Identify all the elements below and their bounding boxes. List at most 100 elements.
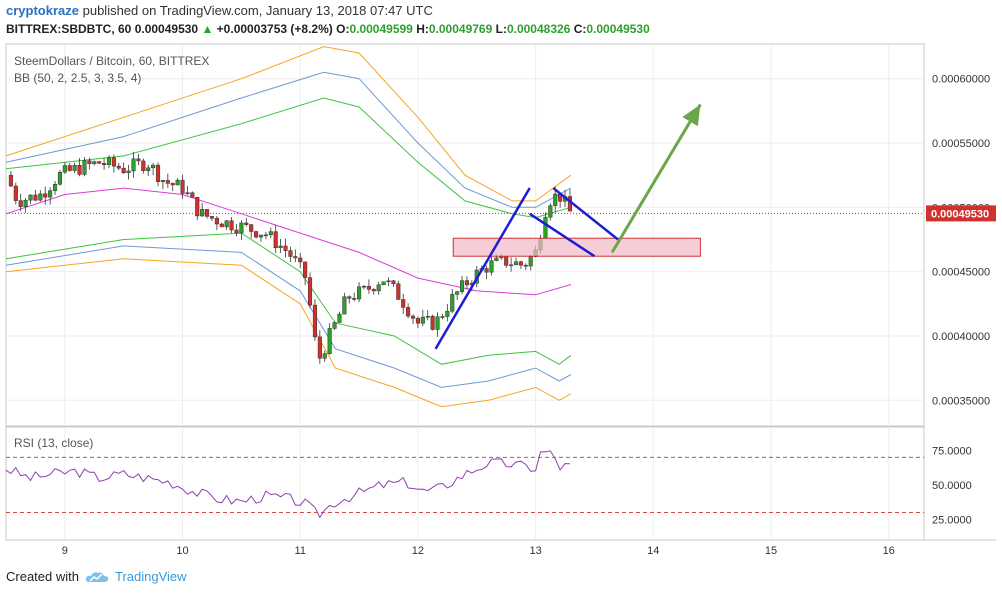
candle-body-down <box>352 298 357 300</box>
rsi-indicator <box>5 450 924 519</box>
candle-body-up <box>450 294 455 312</box>
candle <box>509 257 514 272</box>
candle <box>430 314 435 331</box>
candle-body-up <box>258 234 264 238</box>
candle-body-down <box>234 229 239 234</box>
author-link[interactable]: cryptokraze <box>6 3 79 18</box>
candle <box>224 220 229 231</box>
candle <box>180 174 185 199</box>
high-label: H: <box>416 22 429 36</box>
candle <box>283 238 288 258</box>
candle-body-down <box>283 245 288 251</box>
candle-body-up <box>151 164 156 169</box>
candle <box>239 220 244 241</box>
candle <box>371 288 376 295</box>
candle-body-down <box>43 193 48 198</box>
candle <box>249 224 254 239</box>
candle-body-up <box>327 328 332 354</box>
time-tick-label: 11 <box>295 545 306 557</box>
candle <box>518 260 523 269</box>
candle-body-down <box>288 250 293 257</box>
time-tick-label: 10 <box>176 545 188 557</box>
candle-body-up <box>543 216 548 239</box>
candle-body-up <box>23 199 28 207</box>
candle <box>82 157 87 177</box>
candle-body-down <box>229 220 234 231</box>
candle <box>200 202 205 218</box>
candle-body-up <box>440 316 445 318</box>
annotations <box>6 103 924 350</box>
candle-body-up <box>239 222 244 234</box>
candle <box>386 277 391 287</box>
candle <box>254 230 259 239</box>
candle <box>342 292 347 315</box>
candle-body-up <box>425 315 430 318</box>
candle-body-up <box>513 261 519 266</box>
tradingview-cloud-icon <box>85 571 109 582</box>
candle <box>445 304 450 322</box>
candle-body-down <box>396 283 401 300</box>
grid <box>6 44 924 540</box>
candle <box>484 265 489 280</box>
candle-body-down <box>77 165 82 175</box>
chart-title: SteemDollars / Bitcoin, 60, BITTREX <box>14 54 209 68</box>
candle <box>361 284 367 290</box>
time-axis[interactable]: 9 10 11 12 13 14 15 16 <box>62 545 895 557</box>
candle <box>312 299 317 341</box>
candle-body-down <box>180 179 185 194</box>
candle-body-up <box>386 280 391 283</box>
candle <box>528 254 533 271</box>
candle-body-up <box>332 322 337 329</box>
candle <box>131 151 136 178</box>
candle-body-up <box>263 234 268 237</box>
candle-body-down <box>195 196 200 217</box>
candle-body-down <box>102 163 107 166</box>
candle <box>317 330 322 364</box>
candle <box>401 293 406 314</box>
candle <box>234 224 239 237</box>
candle-body-up <box>337 313 342 323</box>
candle-body-down <box>298 257 303 263</box>
candle <box>381 281 386 286</box>
candle-body-up <box>200 209 205 217</box>
candle <box>92 160 97 166</box>
candle-body-down <box>249 224 254 232</box>
close-value: 0.00049530 <box>586 22 650 36</box>
candle-body-up <box>342 296 347 315</box>
candle-body-up <box>420 316 425 324</box>
candle <box>116 162 121 171</box>
candle <box>229 217 234 234</box>
rsi-tick-label: 25.0000 <box>932 514 972 526</box>
price-axis[interactable]: 0.000600000.000550000.000500000.00045000… <box>926 74 996 527</box>
price-tick-label: 0.00035000 <box>932 395 990 407</box>
candle-body-down <box>190 192 195 198</box>
change-value: +0.00003753 (+8.2%) <box>216 22 333 36</box>
candle-body-down <box>141 160 146 171</box>
candle-body-up <box>160 180 165 182</box>
candle-body-down <box>13 185 18 201</box>
target-arrow-head-icon <box>682 104 701 127</box>
candle-body-down <box>136 158 141 162</box>
tradingview-link[interactable]: TradingView <box>114 569 187 584</box>
candle <box>504 256 509 269</box>
candle <box>396 280 401 300</box>
candle <box>52 181 58 195</box>
candle <box>87 157 92 170</box>
candle-body-down <box>307 277 313 306</box>
candle <box>28 194 33 204</box>
candle-body-up <box>509 264 514 267</box>
candle <box>209 215 215 221</box>
candle-body-up <box>278 245 283 249</box>
candle <box>307 272 313 309</box>
candle-body-down <box>170 183 175 186</box>
candle <box>440 313 445 320</box>
candle-body-down <box>415 318 420 324</box>
candle-body-down <box>366 285 371 290</box>
last-price-label: 0.00049530 <box>931 208 989 220</box>
candle <box>43 186 48 205</box>
change-up-icon: ▲ <box>201 22 214 36</box>
candle <box>121 162 126 174</box>
candle-body-down <box>244 222 249 225</box>
bb-line-upper2 <box>5 97 572 219</box>
